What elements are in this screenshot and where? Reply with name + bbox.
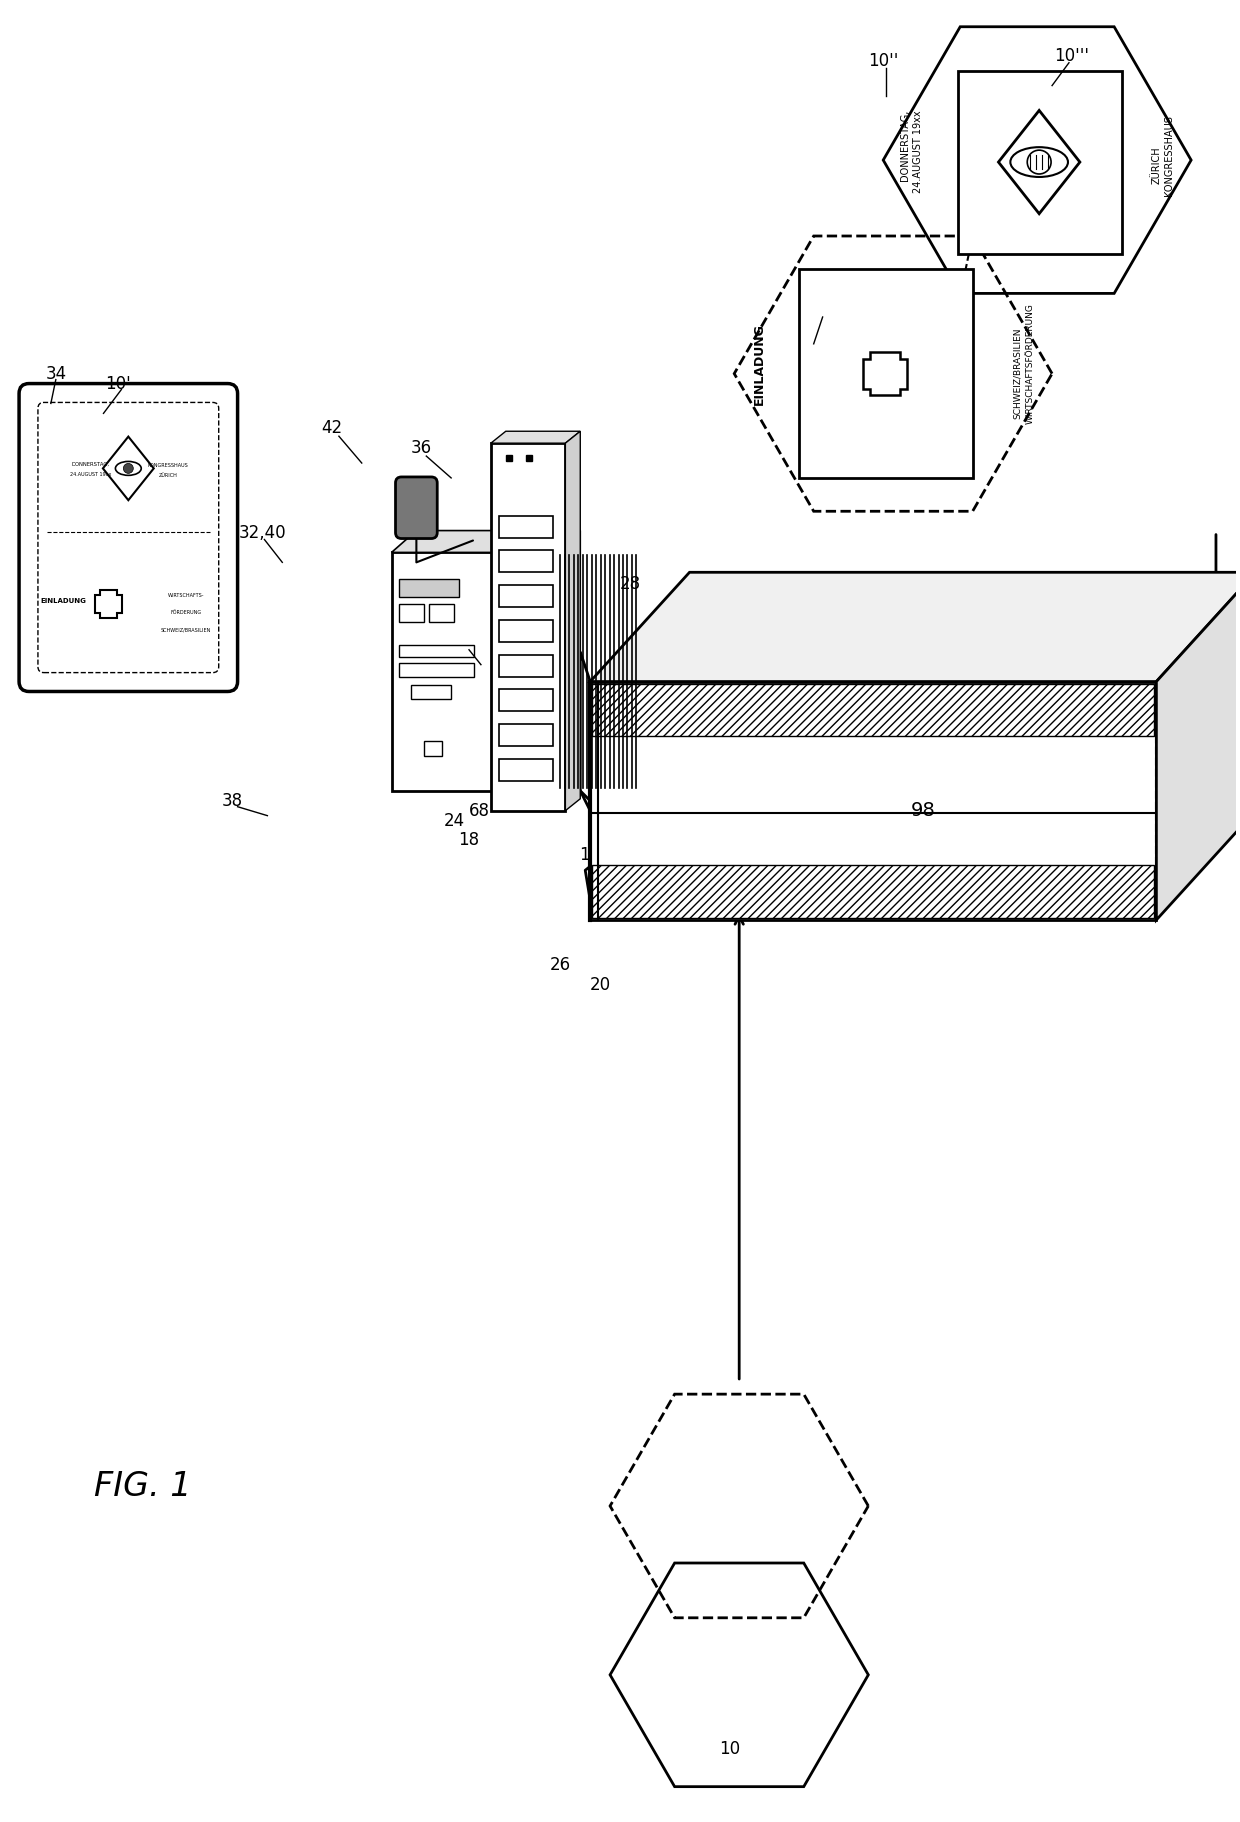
- Bar: [498, 585, 553, 607]
- Bar: [399, 605, 424, 621]
- Bar: [498, 619, 553, 641]
- Text: 24.AUGUST 19xx: 24.AUGUST 19xx: [69, 472, 112, 477]
- Polygon shape: [392, 530, 580, 552]
- Bar: [498, 689, 553, 711]
- Text: FIG. 1: FIG. 1: [93, 1470, 191, 1503]
- Polygon shape: [593, 683, 1154, 736]
- Polygon shape: [556, 530, 580, 791]
- Polygon shape: [590, 681, 1157, 920]
- Bar: [957, 71, 1122, 255]
- Text: 98: 98: [910, 802, 935, 820]
- Ellipse shape: [123, 463, 133, 474]
- Text: 98: 98: [719, 793, 740, 809]
- Text: KONGRESSHAUS: KONGRESSHAUS: [148, 463, 188, 468]
- Text: FÖRDERUNG: FÖRDERUNG: [170, 610, 201, 614]
- Polygon shape: [580, 652, 590, 800]
- Bar: [498, 654, 553, 676]
- Text: ZÜRICH: ZÜRICH: [1152, 146, 1162, 184]
- Text: 24: 24: [444, 811, 465, 829]
- Ellipse shape: [1011, 148, 1068, 177]
- Text: 16: 16: [589, 712, 610, 731]
- Bar: [498, 725, 553, 747]
- Bar: [498, 760, 553, 782]
- Text: WIRTSCHAFTSFÖRDERUNG: WIRTSCHAFTSFÖRDERUNG: [1025, 302, 1034, 425]
- Text: 30: 30: [455, 647, 476, 665]
- Text: DONNERSTAG,: DONNERSTAG,: [72, 463, 109, 466]
- Text: 24.AUGUST 19xx: 24.AUGUST 19xx: [913, 111, 923, 193]
- Bar: [412, 685, 451, 700]
- Text: SCHWEIZ/BRASILIEN: SCHWEIZ/BRASILIEN: [161, 627, 211, 632]
- Polygon shape: [1157, 572, 1240, 920]
- Text: 26: 26: [549, 955, 570, 973]
- FancyBboxPatch shape: [19, 384, 238, 692]
- Bar: [491, 443, 565, 811]
- Text: DONNERSTAG,: DONNERSTAG,: [900, 109, 910, 180]
- Ellipse shape: [115, 461, 141, 476]
- Bar: [429, 605, 454, 621]
- Text: 18: 18: [459, 831, 480, 849]
- Text: 42: 42: [321, 419, 342, 437]
- Text: WIRTSCHAFTS-: WIRTSCHAFTS-: [167, 592, 205, 598]
- Bar: [424, 742, 443, 756]
- Polygon shape: [593, 865, 1154, 918]
- Text: 28: 28: [619, 576, 641, 594]
- Text: 68: 68: [469, 802, 490, 820]
- Polygon shape: [491, 432, 580, 443]
- Text: 32,40: 32,40: [238, 523, 286, 541]
- Text: 12: 12: [579, 847, 601, 864]
- Polygon shape: [590, 572, 1240, 681]
- FancyBboxPatch shape: [396, 477, 438, 539]
- Text: 10': 10': [105, 375, 131, 392]
- Bar: [498, 550, 553, 572]
- Bar: [399, 645, 474, 656]
- Text: 22: 22: [653, 638, 676, 656]
- Text: 36: 36: [410, 439, 432, 457]
- Bar: [799, 270, 972, 477]
- Text: 38: 38: [222, 793, 243, 809]
- Text: 20: 20: [589, 975, 610, 993]
- Text: 44: 44: [764, 647, 785, 665]
- Text: ZÜRICH: ZÜRICH: [159, 474, 177, 477]
- Bar: [399, 663, 474, 676]
- Text: 10: 10: [719, 1740, 740, 1758]
- Text: EINLADUNG: EINLADUNG: [41, 598, 87, 603]
- Bar: [399, 579, 459, 598]
- Text: SCHWEIZ/BRASILIEN: SCHWEIZ/BRASILIEN: [1013, 328, 1022, 419]
- Bar: [392, 552, 556, 791]
- Text: 10'': 10'': [868, 51, 899, 69]
- Bar: [498, 516, 553, 537]
- Text: EINLADUNG: EINLADUNG: [753, 322, 765, 404]
- Text: 34: 34: [45, 364, 67, 383]
- Text: 14: 14: [808, 301, 830, 319]
- Text: 10''': 10''': [1054, 47, 1090, 66]
- Polygon shape: [565, 432, 580, 811]
- Text: KONGRESSHAUS: KONGRESSHAUS: [1164, 115, 1174, 195]
